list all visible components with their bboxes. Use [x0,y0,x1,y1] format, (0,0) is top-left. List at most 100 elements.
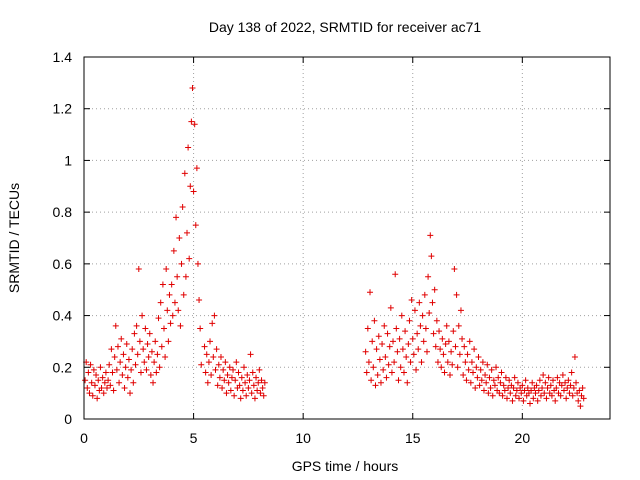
data-point [468,359,475,366]
data-point [185,144,192,151]
data-point [369,338,376,345]
data-point [167,320,174,327]
data-point [112,322,119,329]
y-tick-label: 1.2 [53,101,73,117]
data-point [550,377,557,384]
data-point [246,377,253,384]
data-point [445,338,452,345]
data-point [559,372,566,379]
data-point [119,372,126,379]
data-point [396,335,403,342]
x-tick-label: 15 [405,430,421,446]
data-point [385,361,392,368]
data-point [202,369,209,376]
data-point [522,377,529,384]
data-point [567,382,574,389]
data-point [457,307,464,314]
data-point [400,369,407,376]
data-point [204,379,211,386]
data-point [127,390,134,397]
data-point [537,392,544,399]
data-point [220,366,227,373]
data-point [488,366,495,373]
data-point [540,372,547,379]
data-point [569,392,576,399]
data-point [447,372,454,379]
data-point [84,384,91,391]
data-point [242,379,249,386]
data-point [500,382,507,389]
data-point [421,291,428,298]
data-point [564,384,571,391]
data-point [462,359,469,366]
data-point [557,392,564,399]
data-point [117,359,124,366]
data-point [431,286,438,293]
data-point [227,387,234,394]
data-point [394,348,401,355]
data-point [135,266,142,273]
data-point [255,379,262,386]
data-point [368,377,375,384]
y-tick-label: 0.2 [53,359,73,375]
data-point [261,379,268,386]
data-point [505,384,512,391]
data-point [386,343,393,350]
data-point [91,382,98,389]
data-point [463,377,470,384]
data-point [442,341,449,348]
data-point [93,372,100,379]
data-point [251,395,258,402]
data-point [244,372,251,379]
data-point [548,392,555,399]
data-point [476,382,483,389]
data-point [426,309,433,316]
data-point [408,297,415,304]
data-point [208,372,215,379]
plot-frame [83,56,611,420]
data-point [260,392,267,399]
data-point [427,232,434,239]
data-point [496,390,503,397]
data-point [175,307,182,314]
data-point [565,377,572,384]
data-point [486,374,493,381]
data-point [482,372,489,379]
y-tick-label: 1 [64,152,72,168]
data-point [493,364,500,371]
data-point [153,369,160,376]
data-point [459,335,466,342]
data-point [217,353,224,360]
data-point [374,372,381,379]
data-point [154,351,161,358]
data-point [499,392,506,399]
data-point [544,384,551,391]
data-point [512,392,519,399]
data-point [122,364,129,371]
data-point [224,372,231,379]
data-point [533,382,540,389]
data-point [429,299,436,306]
data-point [502,374,509,381]
data-point [398,312,405,319]
data-point [189,85,196,92]
grid-lines [84,57,610,419]
data-point [414,330,421,337]
data-point [250,382,257,389]
data-point [452,343,459,350]
data-point [139,312,146,319]
data-point [163,266,170,273]
data-point [441,369,448,376]
data-point [516,395,523,402]
plot-area-background [84,57,610,419]
data-point [560,387,567,394]
data-point [245,384,252,391]
data-point [193,165,200,172]
data-point [425,273,432,280]
data-point [453,291,460,298]
data-point [579,384,586,391]
data-point [397,364,404,371]
data-point [443,322,450,329]
data-point [236,382,243,389]
data-point [451,266,458,273]
